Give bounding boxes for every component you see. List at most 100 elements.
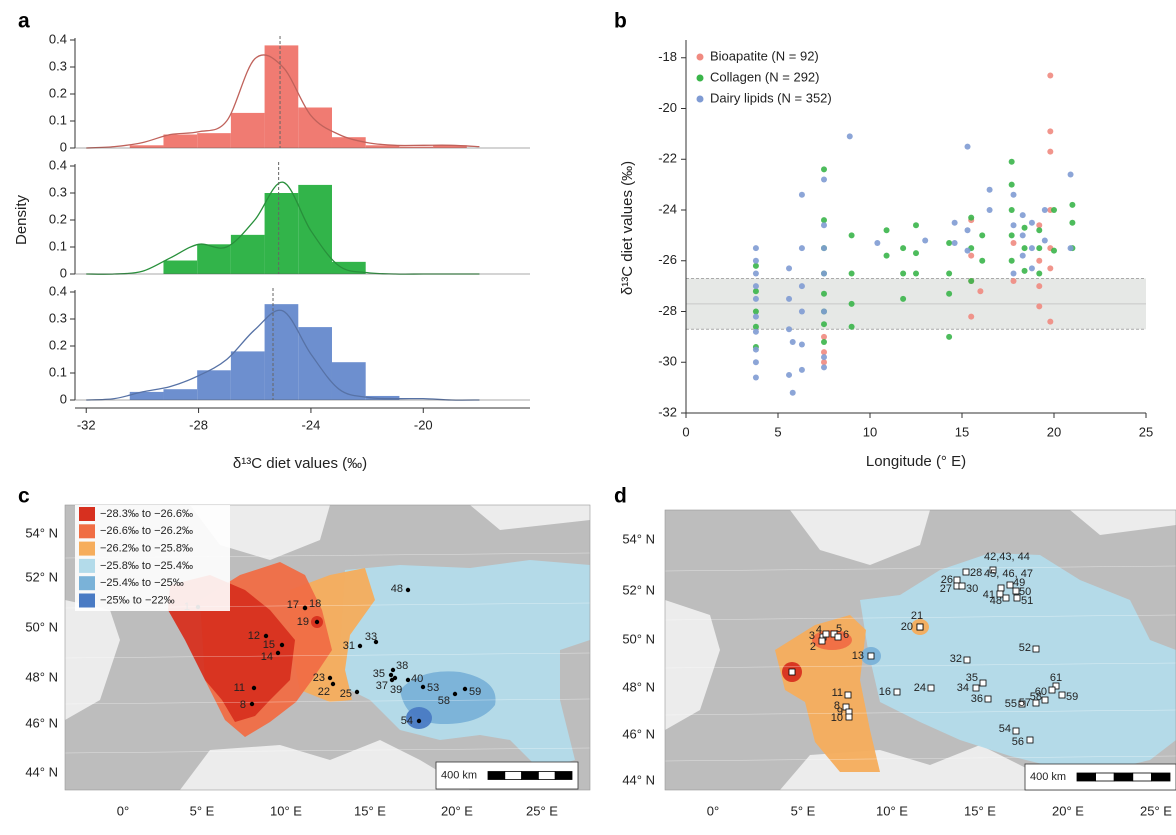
site-label: 51 <box>1021 595 1033 607</box>
scatter-point <box>986 186 993 193</box>
latitude-label: 48° N <box>622 679 655 694</box>
map-frame <box>64 504 591 791</box>
scatter-point <box>846 133 853 140</box>
scatter-point <box>968 313 975 320</box>
site-marker <box>327 675 333 681</box>
site-label: 48 <box>391 583 403 595</box>
scatter-point <box>752 283 759 290</box>
scatter-point <box>977 288 984 295</box>
legend-label: Collagen (N = 292) <box>710 69 819 84</box>
site-marker <box>388 672 394 678</box>
scatter-point <box>900 270 907 277</box>
scatter-point <box>1036 227 1043 234</box>
y-tick-label: -26 <box>658 252 677 267</box>
site-label: 11 <box>832 687 843 699</box>
site-marker <box>845 713 853 721</box>
scatter-point <box>752 374 759 381</box>
scatter-point <box>821 222 827 229</box>
site-label: 59 <box>1066 691 1078 703</box>
scatter-point <box>752 308 759 315</box>
y-tick-label: 0.2 <box>49 85 67 100</box>
legend-label: −25.8‰ to −25.4‰ <box>100 560 193 572</box>
histogram-bar <box>197 133 231 148</box>
graticule <box>665 755 1176 762</box>
scatter-point <box>1021 245 1028 252</box>
scale-segment <box>1095 772 1115 782</box>
site-marker <box>953 576 961 584</box>
scatter-point <box>951 239 958 246</box>
latitude-label: 48° N <box>25 669 58 684</box>
longitude-label: 25° E <box>1140 803 1172 818</box>
site-marker <box>834 633 842 641</box>
y-tick-label: 0 <box>60 139 67 154</box>
graticule <box>665 565 1176 572</box>
site-label: 31 <box>343 640 355 652</box>
scatter-point <box>1051 207 1057 214</box>
site-marker <box>989 566 997 574</box>
site-label: 6 <box>843 629 849 641</box>
scatter-point <box>1010 270 1017 277</box>
scatter-point <box>752 328 759 335</box>
scatter-point <box>1010 239 1017 246</box>
site-label: 2 <box>810 641 816 653</box>
scatter-point <box>821 333 827 340</box>
longitude-label: 5° E <box>190 803 215 818</box>
site-label: 48 <box>990 595 1002 607</box>
map-frame <box>664 509 1176 791</box>
scatter-point <box>1008 207 1015 214</box>
scatter-point <box>1021 224 1028 231</box>
site-label: 20 <box>901 621 913 633</box>
y-tick-label: -18 <box>658 49 677 64</box>
legend-swatch <box>79 541 95 556</box>
scatter-point <box>1067 245 1074 252</box>
site-marker <box>962 568 970 576</box>
scatter-point <box>798 245 805 252</box>
site-label: 56 <box>1012 736 1024 748</box>
longitude-label: 15° E <box>354 803 386 818</box>
longitude-label: 10° E <box>876 803 908 818</box>
scatter-point <box>1028 245 1035 252</box>
site-marker <box>788 668 796 676</box>
site-label: 55 <box>1005 698 1017 710</box>
site-label: 32 <box>950 653 962 665</box>
scatter-point <box>821 290 827 297</box>
scatter-point <box>848 270 855 277</box>
y-tick-label: -30 <box>658 354 677 369</box>
scatter-point <box>1036 257 1043 264</box>
site-marker <box>979 679 987 687</box>
scatter-point <box>1028 219 1035 226</box>
site-label: 37 <box>376 680 388 692</box>
site-marker <box>390 667 396 673</box>
y-tick-label: 0.2 <box>49 337 67 352</box>
site-label: 41 <box>983 589 995 601</box>
y-axis-label: Density <box>13 194 30 245</box>
site-marker <box>1018 700 1026 708</box>
scatter-point <box>1069 201 1076 208</box>
panel-label: d <box>614 485 627 508</box>
scatter-point <box>964 227 971 234</box>
site-label: 27 <box>940 583 952 595</box>
histogram-bar <box>365 145 400 148</box>
density-curve <box>86 309 480 401</box>
scatter-point <box>821 308 827 315</box>
isotope-region <box>168 575 295 722</box>
y-axis-label: δ¹³C diet values (‰) <box>619 161 636 295</box>
site-label: 50 <box>1019 586 1031 598</box>
scatter-point <box>1019 212 1026 219</box>
y-tick-label: 0.4 <box>49 283 67 298</box>
scatter-point <box>1047 318 1054 325</box>
scatter-point <box>786 265 793 272</box>
x-axis-label: δ¹³C diet values (‰) <box>233 455 367 472</box>
site-marker <box>958 582 966 590</box>
scatter-point <box>951 219 958 226</box>
site-label: 19 <box>297 616 309 628</box>
scatter-point <box>964 143 971 150</box>
y-tick-label: 0.1 <box>49 112 67 127</box>
latitude-label: 52° N <box>622 582 655 597</box>
scatter-point <box>874 239 881 246</box>
site-label: 61 <box>1050 672 1062 684</box>
histogram-bar <box>163 134 198 148</box>
scatter-point <box>1019 252 1026 259</box>
site-marker <box>927 684 935 692</box>
